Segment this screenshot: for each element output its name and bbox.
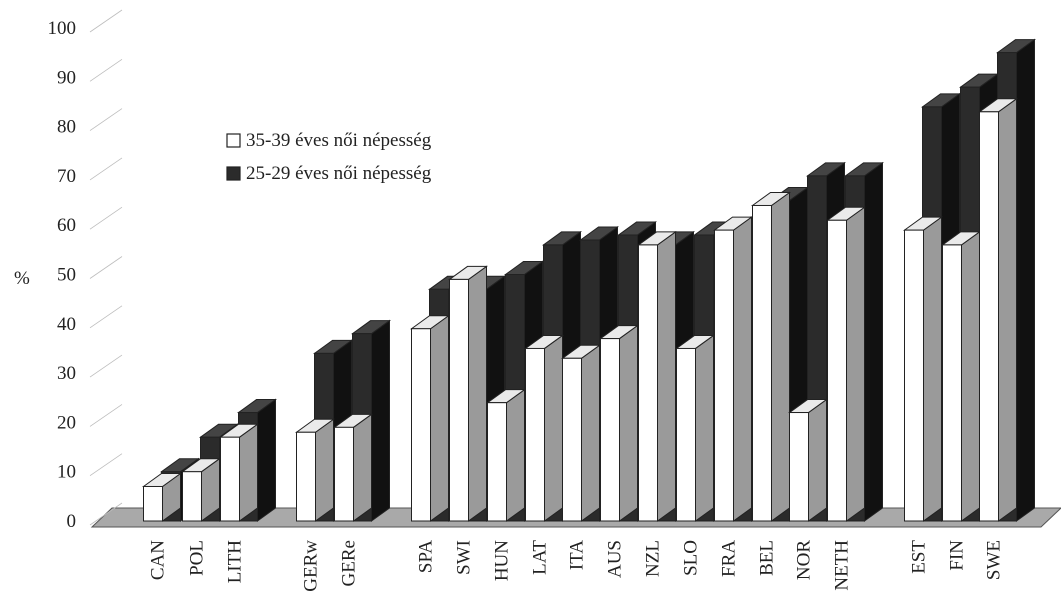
y-tick-label: 40 — [57, 314, 76, 335]
legend-swatch-series1 — [226, 133, 241, 148]
x-tick-label: SPA — [415, 540, 436, 573]
y-guide — [89, 453, 123, 477]
y-guide — [89, 58, 123, 82]
bar-series1 — [485, 388, 527, 522]
x-tick-label: GERe — [338, 540, 359, 586]
bar-series1 — [825, 206, 867, 522]
axis-guides — [89, 9, 123, 526]
x-tick-label: FRA — [718, 540, 739, 577]
y-guide — [89, 9, 123, 33]
bar-series1 — [712, 216, 754, 522]
bar-series1 — [750, 191, 792, 522]
x-tick-label: SLO — [680, 540, 701, 576]
x-tick-label: EST — [908, 540, 929, 574]
bar-series1 — [977, 97, 1019, 522]
x-tick-label: CAN — [147, 540, 168, 580]
y-tick-label: 80 — [57, 117, 76, 138]
x-tick-label: POL — [186, 540, 207, 576]
x-tick-label: GERw — [300, 540, 321, 592]
x-tick-label: NZL — [642, 540, 663, 577]
y-tick-label: 20 — [57, 412, 76, 433]
bar-series1 — [447, 265, 489, 522]
bar-series1 — [560, 344, 602, 522]
legend-label-series2: 25-29 éves női népesség — [246, 163, 432, 184]
legend-swatch-series2 — [226, 166, 241, 181]
y-tick-label: 70 — [57, 166, 76, 187]
legend-label-series1: 35-39 éves női népesség — [246, 130, 432, 151]
bar-series1 — [218, 423, 260, 522]
y-tick-label: 100 — [48, 18, 77, 39]
legend: 35-39 éves női népesség 25-29 éves női n… — [226, 130, 432, 184]
y-tick-label: 0 — [67, 511, 77, 532]
bar-series1 — [180, 457, 222, 522]
bar-series1 — [141, 472, 183, 522]
y-guide — [89, 404, 123, 427]
bar-series1 — [787, 398, 829, 522]
y-tick-label: 10 — [57, 462, 76, 483]
y-guide — [89, 108, 123, 131]
bar-series1 — [636, 230, 678, 522]
x-tick-label: LAT — [529, 540, 550, 575]
y-tick-label: 30 — [57, 363, 76, 384]
y-guide — [89, 256, 123, 279]
x-tick-label: NOR — [793, 540, 814, 580]
y-guide — [89, 354, 123, 378]
y-tick-label: 50 — [57, 265, 76, 286]
x-tick-label: NETH — [831, 540, 852, 591]
y-tick-label: 60 — [57, 215, 76, 236]
x-tick-label: SWE — [983, 540, 1004, 580]
x-tick-label: BEL — [756, 540, 777, 576]
bar-series1 — [409, 314, 451, 522]
bar-series1 — [598, 324, 640, 522]
x-tick-label: SWI — [453, 540, 474, 575]
y-guide — [89, 206, 123, 230]
y-tick-label: 90 — [57, 67, 76, 88]
axes: 0 10 20 30 40 50 60 70 80 90 100 CAN POL LITH GERw GERe… — [48, 18, 1005, 592]
bar-series1 — [332, 413, 374, 522]
x-tick-label: HUN — [491, 540, 512, 581]
x-tick-label: FIN — [946, 540, 967, 571]
y-axis-label: % — [14, 268, 30, 289]
bar-series1 — [294, 418, 336, 522]
bar-series1 — [674, 334, 716, 522]
x-tick-label: ITA — [566, 540, 587, 570]
bar-series1 — [902, 216, 944, 522]
bar-series1 — [523, 334, 565, 522]
x-tick-label: AUS — [604, 540, 625, 578]
x-tick-label: LITH — [224, 540, 245, 584]
y-guide — [89, 157, 123, 181]
bars — [141, 38, 1037, 522]
bar-series1 — [940, 230, 982, 522]
y-guide — [89, 502, 123, 526]
y-guide — [89, 305, 123, 329]
